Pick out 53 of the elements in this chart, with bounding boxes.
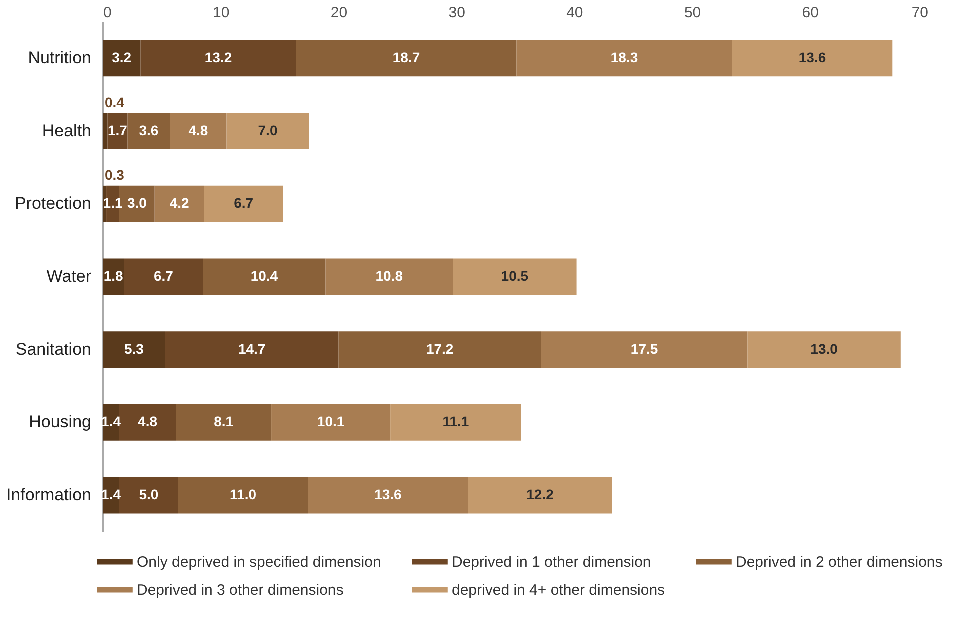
data-label: 13.6	[374, 486, 402, 503]
x-tick-label: 50	[684, 4, 702, 22]
x-tick-label: 70	[912, 4, 928, 22]
y-tick-label: Information	[6, 486, 92, 505]
data-label: 1.1	[103, 195, 123, 212]
data-label: 4.8	[138, 414, 158, 430]
data-label: 6.7	[154, 268, 174, 284]
x-tick-label: 0	[104, 4, 112, 22]
x-tick-label: 10	[213, 4, 230, 22]
data-label: 3.2	[112, 49, 132, 66]
data-label: 0.3	[105, 167, 125, 184]
data-label: 8.1	[214, 414, 234, 430]
x-tick-label: 30	[448, 4, 466, 22]
data-label: 4.8	[188, 122, 208, 138]
x-tick-label: 40	[566, 4, 584, 22]
legend-label: Deprived in 1 other dimension	[452, 554, 652, 571]
data-label: 5.3	[124, 340, 144, 357]
y-tick-label: Sanitation	[16, 340, 92, 359]
y-tick-label: Health	[42, 121, 92, 140]
data-label: 10.5	[501, 268, 529, 284]
data-label: 17.5	[630, 340, 658, 357]
data-label: 17.2	[426, 340, 454, 357]
data-label: 13.0	[810, 340, 838, 357]
data-label: 1.7	[108, 122, 128, 138]
legend-label: Deprived in 2 other dimensions	[736, 554, 943, 571]
data-label: 18.7	[392, 49, 420, 66]
data-label: 10.4	[250, 268, 278, 284]
data-label: 13.6	[798, 49, 826, 66]
y-tick-label: Water	[46, 267, 92, 286]
data-label: 3.6	[139, 122, 159, 138]
data-label: 3.0	[127, 195, 148, 212]
data-label: 13.2	[204, 49, 232, 66]
data-label: 10.8	[376, 268, 404, 284]
data-label: 12.2	[526, 486, 554, 503]
y-tick-label: Housing	[29, 412, 92, 432]
x-tick-label: 20	[330, 4, 348, 22]
data-label: 1.8	[104, 268, 124, 284]
data-label: 10.1	[317, 414, 345, 430]
data-label: 11.1	[442, 414, 470, 430]
y-tick-label: Protection	[14, 194, 92, 214]
data-label: 7.0	[258, 122, 278, 138]
legend-label: Only deprived in specified dimension	[137, 554, 382, 571]
data-label: 6.7	[234, 195, 254, 212]
data-label: 11.0	[230, 486, 257, 503]
data-label: 18.3	[610, 49, 638, 66]
data-label: 14.7	[238, 340, 266, 357]
data-label: 4.2	[170, 195, 190, 212]
legend-label: deprived in 4+ other dimensions	[452, 582, 666, 599]
data-label: 0.4	[105, 94, 125, 110]
x-tick-label: 60	[802, 4, 819, 22]
legend-label: Deprived in 3 other dimensions	[137, 582, 344, 599]
y-tick-label: Nutrition	[28, 48, 92, 68]
data-label: 5.0	[139, 486, 159, 503]
